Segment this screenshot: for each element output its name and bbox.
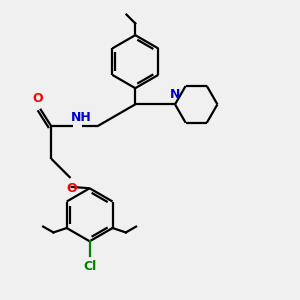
Text: N: N (170, 88, 180, 101)
Text: NH: NH (70, 111, 91, 124)
Text: O: O (67, 182, 77, 195)
Text: Cl: Cl (83, 260, 96, 272)
Text: O: O (32, 92, 43, 105)
